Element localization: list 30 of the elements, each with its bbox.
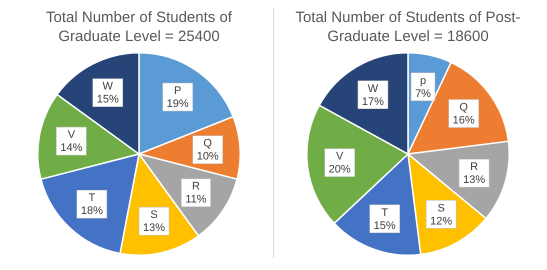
data-label: 16% xyxy=(452,114,475,127)
slice-label: Q xyxy=(459,102,468,114)
data-label: 17% xyxy=(362,96,384,108)
slice-label: V xyxy=(68,129,76,142)
data-label: 13% xyxy=(143,222,166,234)
data-label: 11% xyxy=(185,194,207,206)
slice-label: P xyxy=(174,85,182,98)
slice-label: S xyxy=(437,202,445,214)
slice-label: T xyxy=(88,192,96,204)
data-label: 20% xyxy=(328,164,351,176)
slice-label: W xyxy=(102,80,114,93)
slice-label: R xyxy=(470,161,478,174)
chart-title: Total Number of Students of Post-Graduate Level = 18600 xyxy=(294,8,522,47)
slice-label: S xyxy=(150,209,158,222)
slice-label: R xyxy=(192,180,200,193)
chart-title: Total Number of Students of Graduate Level = 25400 xyxy=(45,8,233,47)
data-label: 13% xyxy=(463,174,486,186)
slice-label: V xyxy=(336,150,344,163)
data-label: 19% xyxy=(166,98,189,110)
slice-label: T xyxy=(381,206,388,219)
slice-label: W xyxy=(368,82,379,95)
data-label: 14% xyxy=(60,142,83,154)
data-label: 7% xyxy=(415,88,432,100)
data-label: 10% xyxy=(196,150,219,163)
data-label: 18% xyxy=(80,205,104,218)
data-label: 15% xyxy=(96,94,119,106)
data-label: 15% xyxy=(374,220,396,232)
slice-label: p xyxy=(420,74,426,87)
data-label: 12% xyxy=(430,215,452,228)
slice-label: Q xyxy=(203,138,212,150)
